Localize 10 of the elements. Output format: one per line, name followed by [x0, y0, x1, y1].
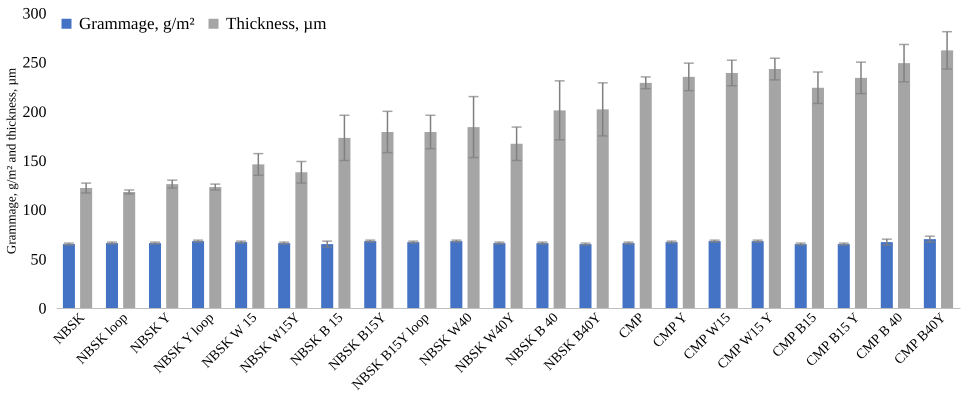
y-tick-label: 50	[30, 251, 46, 268]
y-tick-label: 0	[38, 300, 46, 318]
y-tick-label: 100	[22, 202, 46, 220]
y-axis-title: Grammage, g/m² and thickness, µm	[4, 68, 18, 254]
y-tick-label: 150	[22, 153, 46, 170]
legend-label: Thickness, µm	[226, 14, 326, 33]
y-tick-label: 300	[22, 6, 46, 22]
y-tick-label: 250	[22, 54, 46, 72]
legend-label: Grammage, g/m²	[79, 14, 195, 33]
y-tick-label: 200	[22, 104, 46, 121]
